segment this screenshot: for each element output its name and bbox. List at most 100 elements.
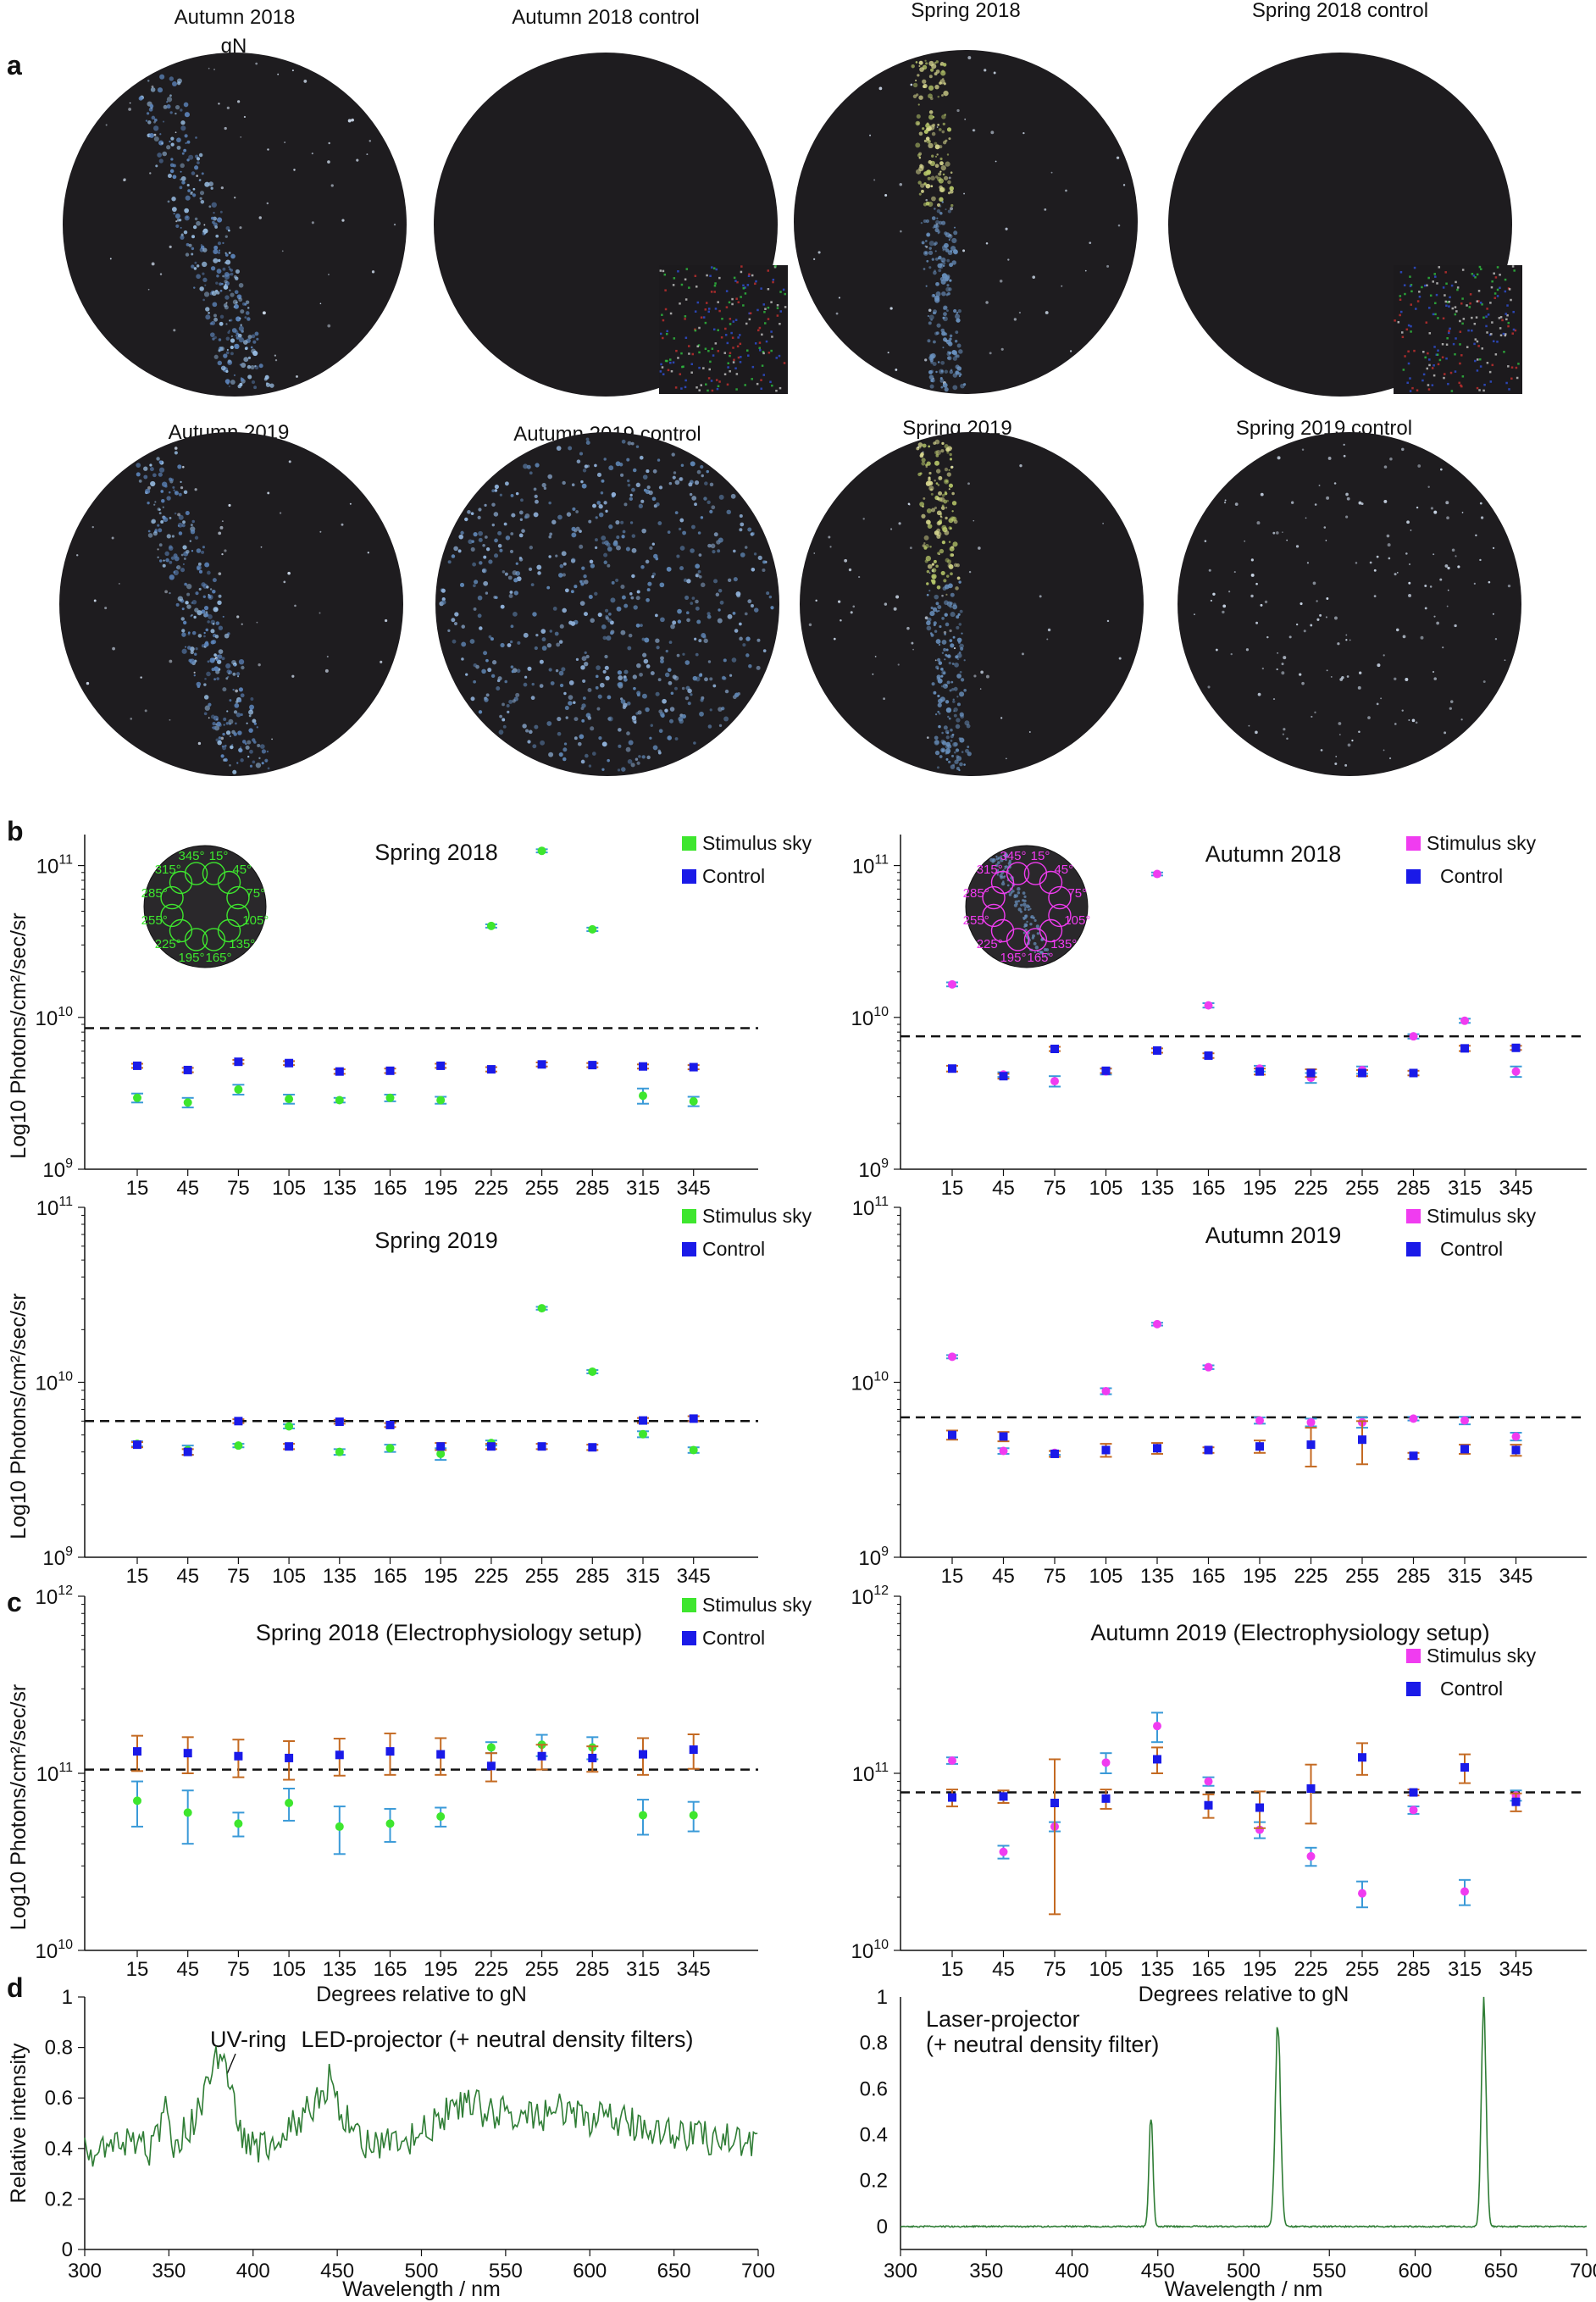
data-point-stimulus (436, 1096, 446, 1105)
star (570, 558, 576, 563)
star (1376, 555, 1379, 558)
noise-pixel (1428, 332, 1432, 335)
star (718, 537, 723, 543)
data-point-control (1050, 1449, 1059, 1458)
star (485, 547, 490, 552)
band-star (940, 360, 945, 365)
star (208, 717, 210, 719)
star (887, 352, 889, 354)
band-star (944, 444, 949, 449)
star (627, 483, 631, 487)
star (627, 646, 632, 651)
star (698, 673, 703, 678)
star (531, 682, 535, 686)
noise-pixel (1433, 374, 1436, 377)
band-star (238, 687, 244, 692)
band-star (228, 252, 231, 254)
star (620, 473, 624, 477)
band-star (934, 84, 939, 90)
x-tick-label: 255 (1345, 1177, 1379, 1200)
star (628, 740, 634, 746)
star (978, 546, 981, 550)
star (618, 675, 623, 681)
band-star (191, 602, 194, 604)
noise-pixel (742, 286, 745, 290)
inset-roi-label: 285° (141, 886, 168, 901)
band-star (947, 209, 951, 214)
noise-pixel (783, 362, 786, 364)
band-star (228, 670, 233, 674)
noise-pixel (731, 336, 734, 339)
star (740, 552, 745, 557)
y-axis-label: Log10 Photons/cm²/sec/sr (7, 912, 30, 1158)
noise-pixel (1437, 363, 1440, 366)
band-star (192, 225, 197, 230)
star (441, 599, 446, 605)
band-star (963, 763, 966, 766)
star (623, 669, 629, 674)
star (281, 250, 284, 252)
y-tick-label: 109 (42, 1157, 73, 1182)
noise-pixel (1445, 282, 1448, 286)
star (562, 757, 567, 762)
noise-pixel (704, 347, 707, 350)
band-star (212, 721, 216, 726)
band-star (251, 334, 256, 339)
band-star (213, 653, 217, 657)
band-star (227, 330, 230, 334)
data-point-control (1358, 1068, 1366, 1078)
band-star (939, 755, 943, 758)
star (291, 69, 294, 72)
band-star (959, 609, 963, 613)
star (1288, 635, 1292, 639)
band-star (180, 568, 186, 573)
star (579, 544, 584, 549)
band-star (225, 336, 230, 341)
sky-image: Spring 2018 (794, 0, 1138, 394)
noise-pixel (747, 275, 751, 278)
star (287, 571, 291, 575)
noise-pixel (711, 347, 714, 350)
noise-pixel (725, 290, 729, 292)
band-star (941, 94, 944, 97)
inset-roi (1048, 903, 1072, 928)
band-star (945, 516, 948, 520)
star (1395, 628, 1399, 632)
star (1429, 585, 1433, 588)
star (948, 176, 951, 180)
noise-pixel (1444, 294, 1446, 297)
star (109, 258, 112, 260)
legend-label-control: Control (1440, 1678, 1503, 1700)
noise-pixel (763, 311, 766, 313)
x-tick-label: 300 (884, 2260, 917, 2283)
noise-pixel (664, 289, 667, 291)
star (579, 452, 584, 456)
star (493, 596, 497, 599)
inset-band-star (1017, 890, 1021, 895)
band-star (191, 599, 197, 605)
star (900, 230, 902, 233)
data-point-stimulus (335, 1447, 344, 1456)
noise-pixel (729, 369, 731, 373)
band-star (210, 629, 215, 634)
star (611, 491, 617, 497)
band-star (163, 559, 165, 562)
noise-pixel (744, 286, 746, 289)
noise-pixel (1441, 356, 1444, 358)
inset-band-star (1011, 890, 1015, 893)
annotation-arrow (226, 2053, 236, 2075)
noise-pixel (775, 389, 778, 392)
star (128, 108, 132, 111)
band-star (923, 219, 927, 224)
band-star (945, 748, 951, 754)
noise-pixel (1477, 290, 1481, 292)
noise-pixel (1429, 294, 1433, 297)
star (490, 637, 494, 641)
star (267, 148, 269, 151)
inset-roi-label: 135° (229, 937, 255, 951)
star (660, 656, 664, 661)
band-star (158, 472, 163, 477)
band-star (238, 282, 244, 288)
band-star (207, 620, 210, 624)
band-star (253, 386, 258, 390)
